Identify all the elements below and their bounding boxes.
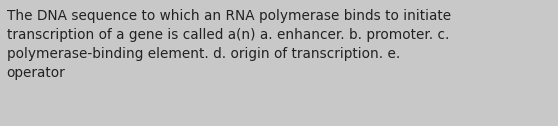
Text: The DNA sequence to which an RNA polymerase binds to initiate
transcription of a: The DNA sequence to which an RNA polymer… (7, 9, 451, 80)
